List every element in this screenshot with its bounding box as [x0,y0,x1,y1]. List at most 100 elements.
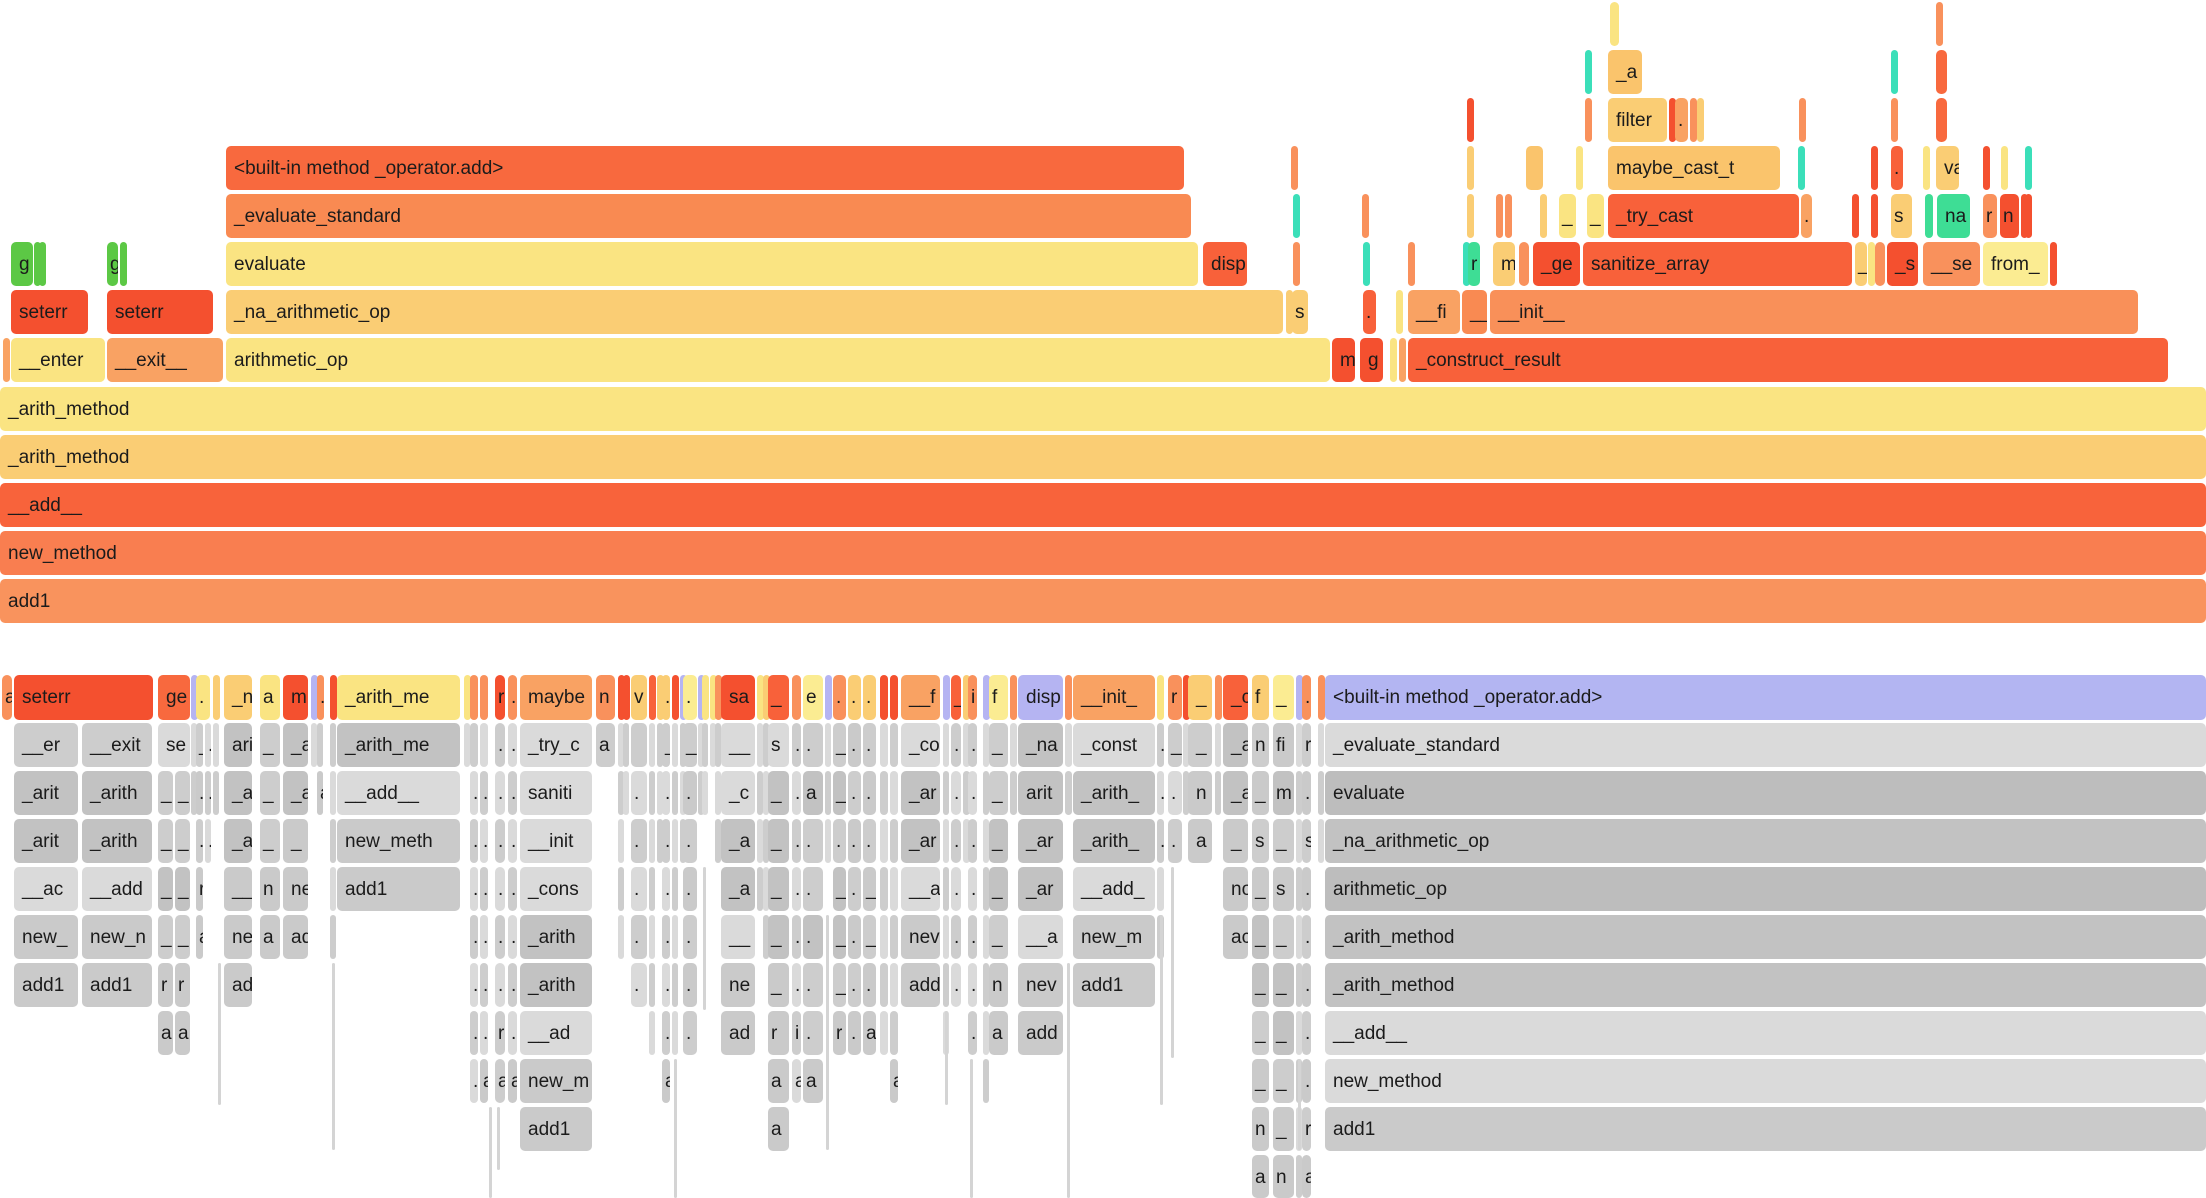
caller-cell[interactable]: n [1188,771,1212,815]
caller-cell[interactable]: _ [158,915,173,959]
caller-cell[interactable] [757,771,763,815]
caller-cell[interactable]: _const [1073,723,1155,767]
caller-cell[interactable]: . [1302,771,1311,815]
caller-cell[interactable] [657,819,663,863]
caller-cell[interactable]: _arith [82,819,152,863]
caller-cell[interactable]: . [951,963,961,1007]
caller-cell[interactable]: . [470,1011,478,1055]
caller-cell[interactable]: . [495,867,505,911]
caller-cell[interactable]: _a [224,819,252,863]
caller-cell[interactable] [890,819,898,863]
caller-cell[interactable]: . [480,1011,488,1055]
caller-cell[interactable]: . [495,771,505,815]
caller-cell[interactable]: _ [833,867,846,911]
caller-cell[interactable] [943,771,949,815]
caller-cell[interactable]: _ [1252,771,1269,815]
caller-cell[interactable]: new_meth [337,819,460,863]
leaf-frame-sliver[interactable] [672,675,679,720]
caller-cell[interactable]: _arit [14,819,78,863]
caller-cell[interactable]: saniti [520,771,592,815]
caller-cell[interactable]: . [848,915,861,959]
caller-cell[interactable]: r [495,1011,505,1055]
caller-cell[interactable]: . [863,819,876,863]
frame-[interactable]: . [1801,194,1812,238]
frame-sliver[interactable] [1983,146,1990,190]
caller-cell[interactable]: s [1302,819,1311,863]
caller-cell[interactable]: . [205,723,211,767]
leaf-frame-[interactable]: . [317,675,324,720]
leaf-frame-sliver[interactable] [763,675,770,720]
frame-sliver[interactable] [39,242,46,286]
caller-cell[interactable]: __init [520,819,592,863]
caller-cell[interactable]: __ad [520,1011,592,1055]
caller-cell[interactable] [1296,1011,1302,1055]
caller-cell[interactable] [1183,723,1189,767]
caller-cell[interactable]: _na_arithmetic_op [1325,819,2206,863]
caller-cell[interactable] [890,867,898,911]
caller-cell[interactable] [657,723,663,767]
caller-cell[interactable] [672,963,678,1007]
caller-cell[interactable]: . [803,1011,823,1055]
caller-cell[interactable]: _ [768,819,789,863]
caller-cell[interactable] [1296,915,1302,959]
frame-sliver[interactable] [1576,146,1583,190]
caller-cell[interactable]: . [480,771,488,815]
caller-cell[interactable]: _arith_ [1073,771,1155,815]
leaf-frame-sliver[interactable] [330,675,337,720]
caller-cell[interactable] [715,723,721,767]
caller-cell[interactable]: _arith_method [1325,963,2206,1007]
caller-cell[interactable] [631,723,647,767]
leaf-frame-sliver[interactable] [623,675,630,720]
caller-cell[interactable] [880,819,888,863]
frame-sliver[interactable] [1526,146,1543,190]
caller-cell[interactable]: . [662,867,670,911]
caller-cell[interactable]: . [968,867,977,911]
caller-cell[interactable]: r [833,1011,846,1055]
leaf-frame-_[interactable]: _ [951,675,961,720]
caller-cell[interactable]: _ [863,867,876,911]
leaf-frame-ge[interactable]: ge [158,675,190,720]
frame-sliver[interactable] [1852,194,1859,238]
leaf-frame-f[interactable]: f [1252,675,1269,720]
caller-cell[interactable]: i [792,1011,801,1055]
caller-cell[interactable]: a [890,1059,898,1103]
frame-g[interactable]: g [107,242,118,286]
leaf-frame-maybe[interactable]: maybe [520,675,592,720]
frame-sliver[interactable] [1798,146,1805,190]
leaf-frame-sliver[interactable] [470,675,478,720]
leaf-frame-[interactable]: . [662,675,670,720]
caller-cell[interactable] [618,915,624,959]
frame-seterr[interactable]: seterr [107,290,213,334]
caller-cell[interactable]: r [1302,1107,1311,1151]
caller-cell[interactable]: . [683,819,697,863]
caller-cell[interactable] [763,819,769,863]
caller-cell[interactable] [672,771,678,815]
frame-sliver[interactable] [2021,194,2028,238]
caller-cell[interactable]: _ar [901,771,940,815]
caller-cell[interactable]: _ [158,771,173,815]
caller-cell[interactable]: . [803,819,823,863]
caller-cell[interactable]: _ [989,867,1008,911]
caller-cell[interactable]: _a [1223,723,1248,767]
caller-cell[interactable]: _ [1273,819,1294,863]
caller-cell[interactable] [649,963,655,1007]
leaf-frame-sliver[interactable] [710,675,717,720]
caller-cell[interactable] [983,819,989,863]
caller-cell[interactable]: _arith_me [337,723,460,767]
leaf-frame-sliver[interactable] [191,675,198,720]
caller-cell[interactable]: new_method [1325,1059,2206,1103]
caller-cell[interactable]: . [968,963,977,1007]
caller-cell[interactable]: . [470,771,478,815]
leaf-frame-_[interactable]: _ [768,675,789,720]
caller-cell[interactable]: _ [158,819,173,863]
frame-m[interactable]: m [1332,338,1355,382]
leaf-frame-[interactable]: . [683,675,697,720]
leaf-frame-seterr[interactable]: seterr [14,675,153,720]
caller-cell[interactable]: . [968,1011,977,1055]
caller-cell[interactable]: _ar [1018,867,1063,911]
caller-cell[interactable]: _arith_method [1325,915,2206,959]
caller-cell[interactable]: _ [175,819,190,863]
frame-sliver[interactable] [2025,194,2032,238]
frame-_arith_method[interactable]: _arith_method [0,387,2206,431]
caller-cell[interactable]: . [683,771,697,815]
